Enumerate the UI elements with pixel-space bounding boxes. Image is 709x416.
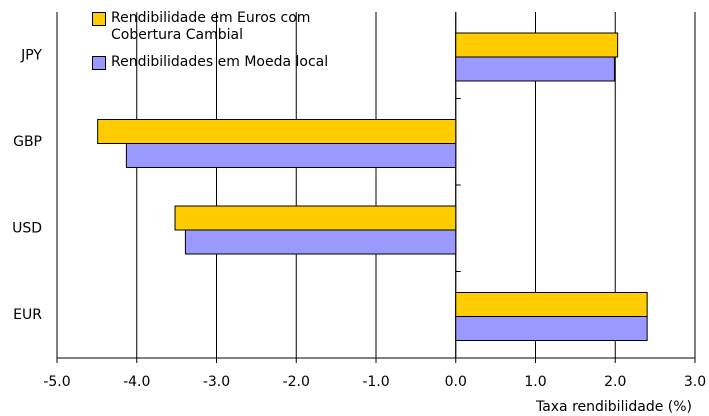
- bar: [455, 292, 648, 317]
- bar: [97, 119, 457, 144]
- y-tick-label: USD: [12, 220, 42, 236]
- legend-label: Rendibilidade em Euros com Cobertura Cam…: [111, 10, 311, 43]
- x-tick-label: -1.0: [362, 374, 389, 390]
- bar: [455, 32, 619, 58]
- legend: Rendibilidade em Euros com Cobertura Cam…: [92, 10, 342, 81]
- x-tick-label: 1.0: [524, 374, 546, 390]
- bar: [174, 205, 457, 231]
- legend-swatch: [92, 56, 106, 70]
- y-tick-label: GBP: [13, 134, 42, 150]
- legend-label: Rendibilidades em Moeda local: [111, 54, 329, 70]
- x-tick-label: -3.0: [203, 374, 230, 390]
- x-tick-label: -5.0: [43, 374, 70, 390]
- x-axis-label: Taxa rendibilidade (%): [535, 399, 692, 415]
- x-tick-label: 0.0: [445, 374, 467, 390]
- bar: [455, 316, 648, 341]
- x-tick-label: 3.0: [684, 374, 706, 390]
- bar: [184, 229, 457, 255]
- y-tick-label: JPY: [20, 47, 42, 63]
- x-tick-label: 2.0: [604, 374, 626, 390]
- bar: [455, 56, 615, 82]
- legend-swatch: [92, 12, 106, 26]
- bar: [125, 143, 457, 168]
- legend-item: Rendibilidade em Euros com Cobertura Cam…: [92, 10, 342, 44]
- legend-item: Rendibilidades em Moeda local: [92, 54, 342, 71]
- x-tick-label: -4.0: [123, 374, 150, 390]
- y-tick-label: EUR: [13, 307, 42, 323]
- x-tick-label: -2.0: [283, 374, 310, 390]
